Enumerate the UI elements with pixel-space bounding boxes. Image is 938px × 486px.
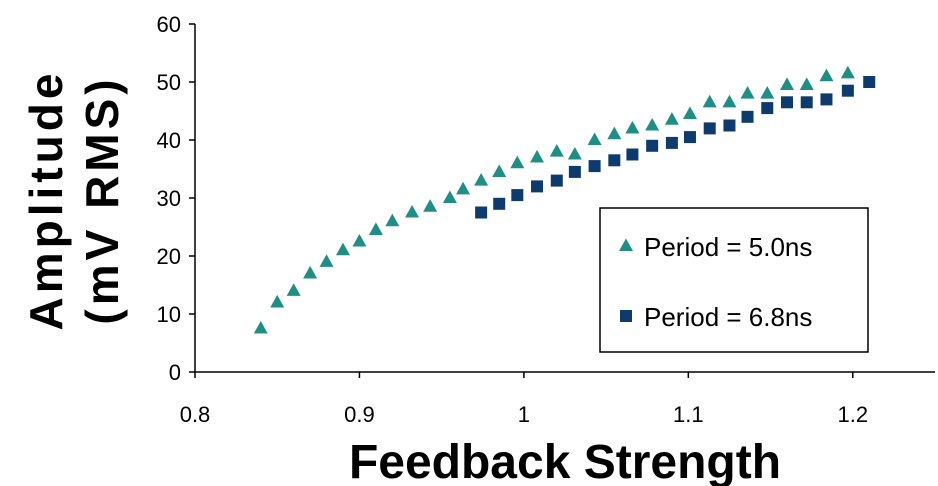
data-point-square xyxy=(863,76,876,88)
y-tick-label: 0 xyxy=(169,360,181,385)
data-point-triangle xyxy=(530,149,545,163)
data-point-square xyxy=(761,102,774,115)
legend-square-icon xyxy=(620,310,632,322)
data-point-triangle xyxy=(722,94,737,108)
data-point-square xyxy=(608,154,621,167)
data-point-square xyxy=(626,148,639,161)
data-point-square xyxy=(475,206,488,219)
data-point-triangle xyxy=(567,146,582,160)
y-ticks: 0 10 20 30 40 50 60 xyxy=(157,12,195,385)
y-tick-label: 30 xyxy=(157,186,181,211)
data-point-triangle xyxy=(368,222,383,235)
data-point-triangle xyxy=(336,242,350,256)
data-point-square xyxy=(800,96,813,109)
data-point-square xyxy=(741,110,754,123)
data-point-triangle xyxy=(840,65,855,79)
data-point-triangle xyxy=(664,112,679,125)
data-point-triangle xyxy=(819,68,834,82)
legend-marker-triangle xyxy=(619,238,633,252)
data-point-triangle xyxy=(682,106,697,119)
y-axis-label-line2: (mV RMS) xyxy=(76,75,128,324)
data-point-triangle xyxy=(549,144,564,157)
data-point-triangle xyxy=(740,86,755,99)
legend-marker-square xyxy=(620,310,632,322)
data-point-triangle xyxy=(253,320,268,334)
data-point-square xyxy=(841,84,854,97)
data-point-triangle xyxy=(780,77,794,90)
data-point-square xyxy=(820,93,833,106)
y-tick-label: 10 xyxy=(157,302,181,327)
data-point-square xyxy=(723,119,736,132)
data-point-triangle xyxy=(352,233,367,247)
data-point-square xyxy=(568,165,581,178)
data-point-square xyxy=(683,131,696,144)
x-tick-label: 1.2 xyxy=(837,402,868,427)
series-2 xyxy=(475,76,876,219)
data-point-triangle xyxy=(625,120,640,134)
legend-triangle-icon xyxy=(619,238,633,252)
data-point-triangle xyxy=(645,117,660,131)
y-tick-label: 20 xyxy=(157,244,181,269)
legend-label-5ns: Period = 5.0ns xyxy=(644,232,812,262)
data-point-triangle xyxy=(799,77,814,90)
data-point-triangle xyxy=(405,204,420,218)
data-point-square xyxy=(703,122,716,135)
data-point-triangle xyxy=(760,86,775,99)
x-tick-label: 0.9 xyxy=(344,402,375,427)
x-axis-label: Feedback Strength xyxy=(349,436,781,486)
data-point-square xyxy=(781,96,793,109)
data-point-triangle xyxy=(270,294,285,308)
x-tick-label: 1.1 xyxy=(673,402,704,427)
legend: Period = 5.0ns Period = 6.8ns xyxy=(599,207,869,353)
data-point-triangle xyxy=(456,181,471,195)
y-tick-label: 40 xyxy=(157,128,181,153)
data-point-triangle xyxy=(510,155,525,169)
data-point-triangle xyxy=(474,173,489,186)
series-layer xyxy=(253,65,876,334)
data-point-triangle xyxy=(286,283,301,296)
data-point-square xyxy=(493,197,506,210)
legend-box xyxy=(599,207,869,353)
data-point-square xyxy=(588,160,601,173)
data-point-triangle xyxy=(702,94,717,108)
data-point-triangle xyxy=(303,265,318,279)
data-point-square xyxy=(646,139,659,152)
data-point-square xyxy=(550,174,563,187)
y-tick-label: 60 xyxy=(157,12,181,37)
data-point-triangle xyxy=(442,190,457,204)
data-point-triangle xyxy=(319,254,334,267)
data-point-triangle xyxy=(385,213,400,227)
data-point-triangle xyxy=(587,132,602,146)
legend-label-6-8ns: Period = 6.8ns xyxy=(644,302,812,332)
data-point-square xyxy=(511,189,524,202)
series-1 xyxy=(253,65,855,334)
x-tick-label: 0.8 xyxy=(180,402,211,427)
x-ticks: 0.8 0.9 1 1.1 1.2 xyxy=(180,372,868,427)
data-point-triangle xyxy=(492,164,507,177)
y-tick-label: 50 xyxy=(157,70,181,95)
data-point-triangle xyxy=(607,126,622,140)
data-point-triangle xyxy=(423,199,438,212)
data-point-square xyxy=(665,136,678,149)
data-point-square xyxy=(531,180,544,193)
y-axis-label-line1: Amplitude xyxy=(20,70,72,331)
x-tick-label: 1 xyxy=(518,402,530,427)
